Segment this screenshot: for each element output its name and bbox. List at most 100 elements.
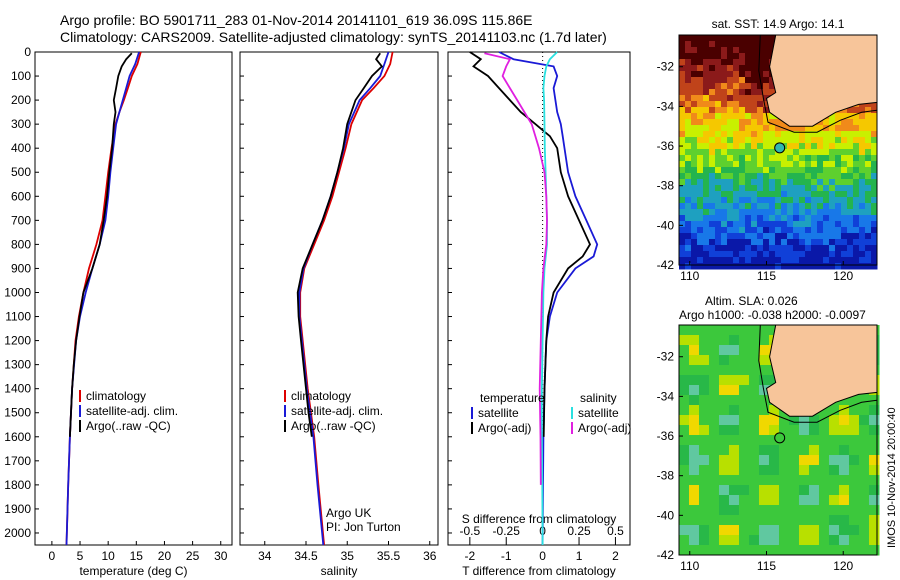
map-cell bbox=[853, 131, 860, 138]
map-cell bbox=[689, 455, 700, 466]
map-cell bbox=[817, 155, 824, 162]
map-cell bbox=[709, 149, 716, 156]
map-cell bbox=[763, 257, 770, 264]
map-cell bbox=[733, 227, 740, 234]
x-tick-label: 35.5 bbox=[377, 549, 401, 563]
map-cell bbox=[691, 263, 698, 270]
x-axis-label: salinity bbox=[321, 564, 358, 578]
map-cell bbox=[775, 191, 782, 198]
map-cell bbox=[699, 485, 710, 496]
map-cell bbox=[841, 251, 848, 258]
map-cell bbox=[733, 131, 740, 138]
map-cell bbox=[817, 149, 824, 156]
map-cell bbox=[739, 415, 750, 426]
map-cell bbox=[709, 425, 720, 436]
map-cell bbox=[799, 137, 806, 144]
map-cell bbox=[859, 185, 866, 192]
map-cell bbox=[745, 113, 752, 120]
map-cell bbox=[721, 113, 728, 120]
map-cell bbox=[679, 405, 690, 416]
map-cell bbox=[853, 179, 860, 186]
map-cell bbox=[781, 239, 788, 246]
map-cell bbox=[819, 485, 830, 496]
map-cell bbox=[789, 485, 800, 496]
map-cell bbox=[697, 89, 704, 96]
map-cell bbox=[691, 233, 698, 240]
map-cell bbox=[679, 365, 690, 376]
map-cell bbox=[733, 179, 740, 186]
map-cell bbox=[691, 125, 698, 132]
map-cell bbox=[685, 83, 692, 90]
map-cell bbox=[699, 465, 710, 476]
map-cell bbox=[709, 71, 716, 78]
map-cell bbox=[859, 155, 866, 162]
map-cell bbox=[757, 47, 764, 54]
map-cell bbox=[787, 143, 794, 150]
map-cell bbox=[793, 221, 800, 228]
map-cell bbox=[789, 465, 800, 476]
map-cell bbox=[733, 89, 740, 96]
map-cell bbox=[739, 167, 746, 174]
map-cell bbox=[757, 95, 764, 102]
map-cell bbox=[799, 239, 806, 246]
map-cell bbox=[679, 191, 686, 198]
map-cell bbox=[733, 101, 740, 108]
map-cell bbox=[751, 89, 758, 96]
map-cell bbox=[739, 173, 746, 180]
map-cell bbox=[799, 535, 810, 546]
map-cell bbox=[823, 209, 830, 216]
map-cell bbox=[749, 445, 760, 456]
map-cell bbox=[721, 179, 728, 186]
map-cell bbox=[805, 149, 812, 156]
map-cell bbox=[697, 203, 704, 210]
map-cell bbox=[733, 113, 740, 120]
map-cell bbox=[799, 251, 806, 258]
map-cell bbox=[709, 203, 716, 210]
map-cell bbox=[685, 59, 692, 66]
map-cell bbox=[841, 233, 848, 240]
map-cell bbox=[769, 227, 776, 234]
map-cell bbox=[781, 227, 788, 234]
map-cell bbox=[829, 143, 836, 150]
map-cell bbox=[805, 233, 812, 240]
map-cell bbox=[859, 545, 870, 556]
map-cell bbox=[739, 137, 746, 144]
map-cell bbox=[685, 185, 692, 192]
map-cell bbox=[865, 203, 872, 210]
map-cell bbox=[733, 59, 740, 66]
map-cell bbox=[691, 83, 698, 90]
map-cell bbox=[809, 485, 820, 496]
map-cell bbox=[697, 65, 704, 72]
map-cell bbox=[853, 209, 860, 216]
map-cell bbox=[829, 465, 840, 476]
map-cell bbox=[849, 425, 860, 436]
map-cell bbox=[757, 209, 764, 216]
map-cell bbox=[859, 425, 870, 436]
map-cell bbox=[769, 89, 776, 96]
x-axis-label: temperature (deg C) bbox=[79, 564, 187, 578]
map-cell bbox=[719, 465, 730, 476]
map-cell bbox=[799, 221, 806, 228]
map-cell bbox=[823, 227, 830, 234]
map-cell bbox=[775, 221, 782, 228]
map-cell bbox=[689, 495, 700, 506]
map-cell bbox=[763, 245, 770, 252]
map-cell bbox=[779, 505, 790, 516]
map-cell bbox=[841, 197, 848, 204]
map-cell bbox=[751, 209, 758, 216]
map-cell bbox=[865, 149, 872, 156]
map-cell bbox=[697, 125, 704, 132]
map-cell bbox=[719, 325, 730, 336]
map-cell bbox=[739, 41, 746, 48]
map-cell bbox=[715, 125, 722, 132]
map-cell bbox=[811, 179, 818, 186]
annotation-text: PI: Jon Turton bbox=[326, 520, 401, 534]
map-cell bbox=[721, 71, 728, 78]
map-cell bbox=[733, 251, 740, 258]
map-cell bbox=[703, 155, 710, 162]
map-cell bbox=[709, 89, 716, 96]
map-cell bbox=[745, 257, 752, 264]
map-cell bbox=[839, 515, 850, 526]
map-cell bbox=[721, 41, 728, 48]
map-cell bbox=[739, 197, 746, 204]
